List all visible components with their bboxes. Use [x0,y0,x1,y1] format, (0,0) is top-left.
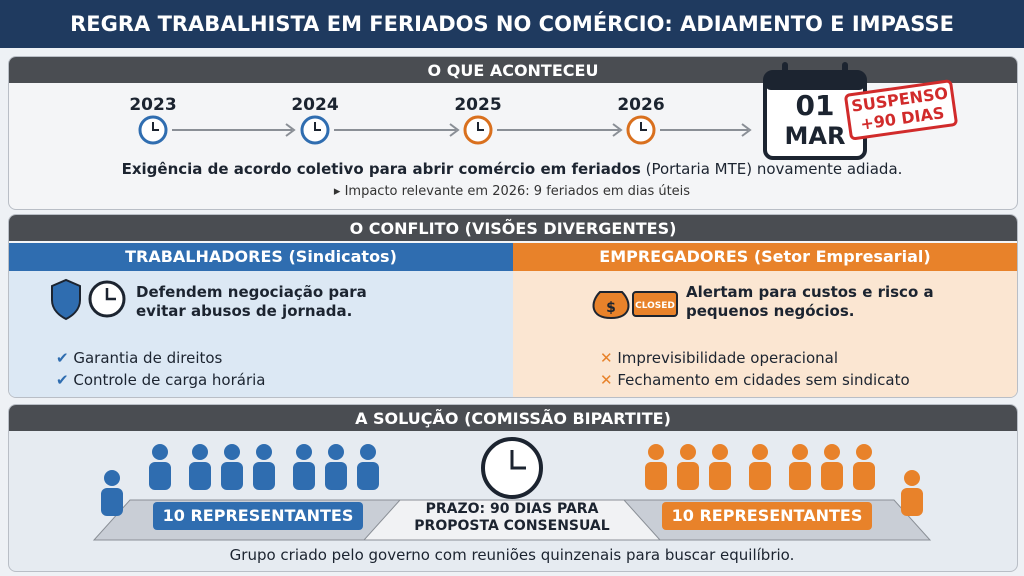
deadline-plate [362,499,662,541]
section-heading: O CONFLITO (VISÕES DIVERGENTES) [9,215,1017,241]
person-head [824,444,840,460]
person-head [224,444,240,460]
deadline: PRAZO: 90 DIAS PARA PROPOSTA CONSENSUAL [392,501,632,535]
right-label: 10 REPRESENTANTES [662,502,872,530]
calendar-month: MAR [784,122,846,150]
note: ▸ Impacto relevante em 2026: 9 feriados … [333,184,691,199]
timeline [172,123,752,137]
employers-points: ✕ Imprevisibilidade operacional ✕ Fecham… [600,347,910,391]
employers-heading: EMPREGADORES (Setor Empresarial) [513,243,1017,271]
point-text: Fechamento em cidades sem sindicato [617,371,910,389]
point-text: Garantia de direitos [73,349,223,367]
summary-rest: (Portaria MTE) novamente adiada. [645,160,903,178]
person-head [104,470,120,486]
point: ✔ Controle de carga horária [56,371,266,389]
person-body [357,462,379,490]
clock-hands [477,122,484,131]
clock-hands [152,122,159,131]
employers-statement: Alertam para custos e risco a pequenos n… [686,283,934,321]
person-body [677,462,699,490]
point-text: Imprevisibilidade operacional [617,349,839,367]
stamp [844,79,958,141]
year-label: 2025 [454,95,501,115]
year-label: 2024 [291,95,338,115]
summary-bold: Exigência de acordo coletivo para abrir … [121,160,641,178]
person-body [325,462,347,490]
section-heading: A SOLUÇÃO (COMISSÃO BIPARTITE) [9,405,1017,431]
person-body [901,488,923,516]
statement-line: evitar abusos de jornada. [136,302,353,320]
note-text: Impacto relevante em 2026: 9 feriados em… [344,184,691,199]
point: ✕ Fechamento em cidades sem sindicato [600,371,910,389]
clock-icon [88,280,126,318]
point-text: Controle de carga horária [73,371,266,389]
workers-statement: Defendem negociação para evitar abusos d… [136,283,367,321]
person-head [904,470,920,486]
calendar [763,62,867,160]
wall-clock [481,437,543,499]
deadline-line: PROPOSTA CONSENSUAL [414,518,610,534]
person-body [645,462,667,490]
person-head [296,444,312,460]
year-label: 2026 [617,95,664,115]
workers-heading: TRABALHADORES (Sindicatos) [9,243,513,271]
person-head [856,444,872,460]
person-head [192,444,208,460]
left-label: 10 REPRESENTANTES [153,502,363,530]
person-head [792,444,808,460]
workers-points: ✔ Garantia de direitos ✔ Controle de car… [56,347,266,391]
closed-sign-text: CLOSED [635,301,675,311]
year-label: 2023 [129,95,176,115]
summary: Exigência de acordo coletivo para abrir … [0,160,1024,178]
statement-line: pequenos negócios. [686,302,855,320]
person-head [328,444,344,460]
person-head [256,444,272,460]
person-body [221,462,243,490]
footer: Grupo criado pelo governo com reuniões q… [229,546,795,564]
statement-line: Alertam para custos e risco a [686,283,934,301]
person-body [253,462,275,490]
clock-hands [314,122,321,131]
money-bag-icon: $ [592,291,630,320]
shield-icon [51,278,81,321]
person-body [853,462,875,490]
page-title: REGRA TRABALHISTA EM FERIADOS NO COMÉRCI… [0,0,1024,48]
person-body [149,462,171,490]
clock-hands [640,122,647,131]
person-head [712,444,728,460]
person-head [752,444,768,460]
person-body [189,462,211,490]
person-body [709,462,731,490]
person-body [789,462,811,490]
deadline-line: PRAZO: 90 DIAS PARA [425,501,599,517]
person-head [360,444,376,460]
point: ✕ Imprevisibilidade operacional [600,349,839,367]
statement-line: Defendem negociação para [136,283,367,301]
person-body [821,462,843,490]
person-body [749,462,771,490]
conflict-panel: O CONFLITO (VISÕES DIVERGENTES) TRABALHA… [8,214,1018,398]
point: ✔ Garantia de direitos [56,349,223,367]
person-head [152,444,168,460]
person-head [648,444,664,460]
person-body [293,462,315,490]
closed-sign [632,291,678,317]
svg-text:$: $ [606,300,616,316]
person-head [680,444,696,460]
calendar-day: 01 [795,89,835,122]
person-body [101,488,123,516]
